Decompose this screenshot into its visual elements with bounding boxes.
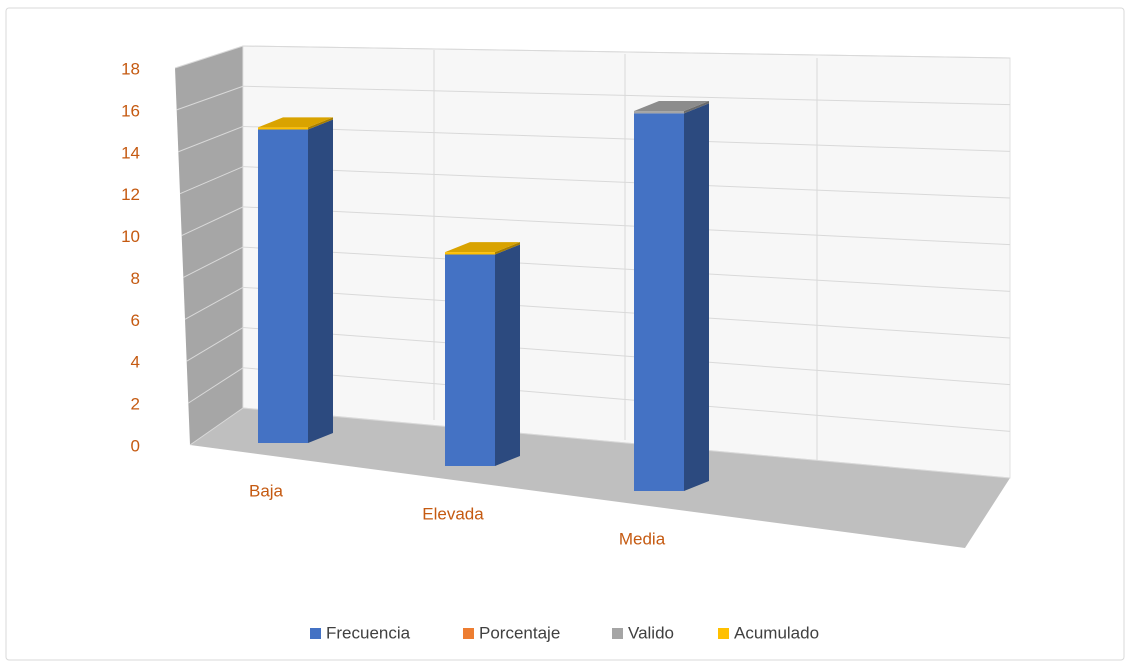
wall-grid-line xyxy=(186,327,244,362)
grid-line xyxy=(242,206,1011,246)
bar-side xyxy=(308,119,333,443)
bar-front xyxy=(445,254,495,466)
wall-grid-line xyxy=(178,125,244,153)
y-tick-label: 16 xyxy=(121,101,140,120)
y-tick-label: 12 xyxy=(121,185,140,204)
wall-grid-line xyxy=(183,246,244,278)
grid-line xyxy=(242,327,1011,386)
x-tick-label: Baja xyxy=(249,481,284,500)
bar-side xyxy=(308,117,333,130)
bar-top xyxy=(634,101,709,112)
y-tick-label: 2 xyxy=(131,395,140,414)
y-tick-label: 18 xyxy=(121,59,140,78)
grid-line xyxy=(242,166,1011,199)
grid-line xyxy=(242,286,1011,339)
legend-label: Valido xyxy=(628,623,674,642)
legend-swatch xyxy=(310,628,321,639)
x-tick-label: Media xyxy=(619,529,666,548)
y-tick-label: 10 xyxy=(121,227,140,246)
wall-grid-line xyxy=(174,45,244,69)
bar-side xyxy=(684,103,709,492)
bar-side xyxy=(495,242,520,255)
left-wall xyxy=(175,46,243,445)
bar-side xyxy=(495,244,520,466)
wall-grid-line xyxy=(176,85,244,111)
grid-line xyxy=(242,85,1011,106)
bar-front xyxy=(634,111,684,114)
y-tick-label: 14 xyxy=(121,143,140,162)
y-tick-label: 4 xyxy=(131,353,140,372)
y-tick-label: 0 xyxy=(131,436,140,455)
legend-label: Acumulado xyxy=(734,623,819,642)
grid-line xyxy=(242,407,1011,479)
bar-front xyxy=(258,127,308,130)
grid-line xyxy=(242,125,1011,152)
back-wall xyxy=(242,45,1011,479)
y-tick-label: 8 xyxy=(131,269,140,288)
legend-swatch xyxy=(718,628,729,639)
legend-swatch xyxy=(463,628,474,639)
bar-front xyxy=(258,129,308,443)
y-tick-label: 6 xyxy=(131,311,140,330)
legend-label: Frecuencia xyxy=(326,623,411,642)
bar-side xyxy=(684,101,709,114)
grid-line xyxy=(242,246,1011,292)
bar-top xyxy=(445,242,520,253)
wall-grid-line xyxy=(179,166,244,195)
wall-grid-line xyxy=(184,286,244,320)
floor xyxy=(190,408,1010,548)
wall-grid-line xyxy=(188,367,244,404)
legend-label: Porcentaje xyxy=(479,623,560,642)
wall-grid-line xyxy=(189,407,244,446)
x-tick-label: Elevada xyxy=(422,504,484,523)
wall-grid-line xyxy=(181,206,244,237)
bar-front xyxy=(445,252,495,255)
legend-swatch xyxy=(612,628,623,639)
bar-top xyxy=(258,117,333,128)
grid-line xyxy=(242,367,1011,432)
bar-front xyxy=(634,113,684,492)
grid-line xyxy=(242,45,1011,59)
